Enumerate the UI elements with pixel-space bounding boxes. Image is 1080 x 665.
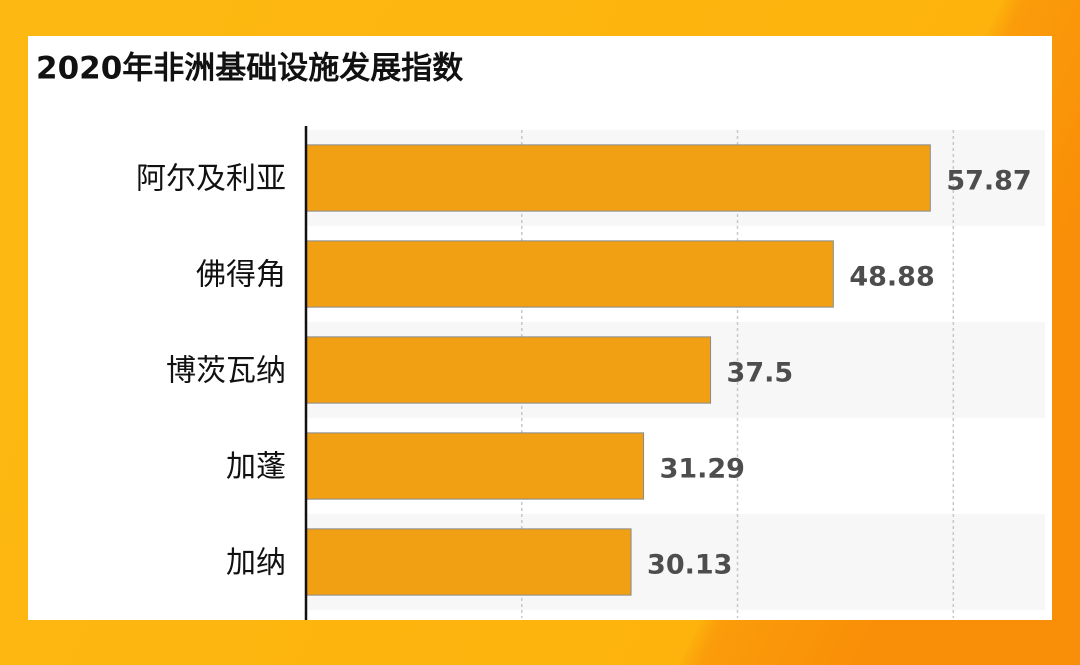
- y-tick-label: 博茨瓦纳: [166, 354, 286, 389]
- value-label: 30.13: [647, 550, 732, 581]
- value-label: 37.5: [727, 358, 794, 389]
- bar: [305, 528, 632, 596]
- value-label: 48.88: [849, 262, 934, 293]
- y-tick-label: 佛得角: [196, 258, 286, 293]
- y-tick-label: 加纳: [226, 546, 286, 581]
- bar: [305, 144, 931, 212]
- bar: [305, 240, 834, 308]
- bar: [305, 336, 712, 404]
- chart-title: 2020年非洲基础设施发展指数: [36, 51, 463, 87]
- y-tick-label: 阿尔及利亚: [136, 162, 286, 197]
- plot-area: 阿尔及利亚 57.87 佛得角 48.88 博茨瓦纳 37.5 加蓬 31.29 加纳 30.13: [136, 126, 1045, 620]
- value-label: 31.29: [660, 454, 745, 485]
- bar: [305, 432, 645, 500]
- value-label: 57.87: [946, 166, 1031, 197]
- y-tick-label: 加蓬: [226, 450, 286, 485]
